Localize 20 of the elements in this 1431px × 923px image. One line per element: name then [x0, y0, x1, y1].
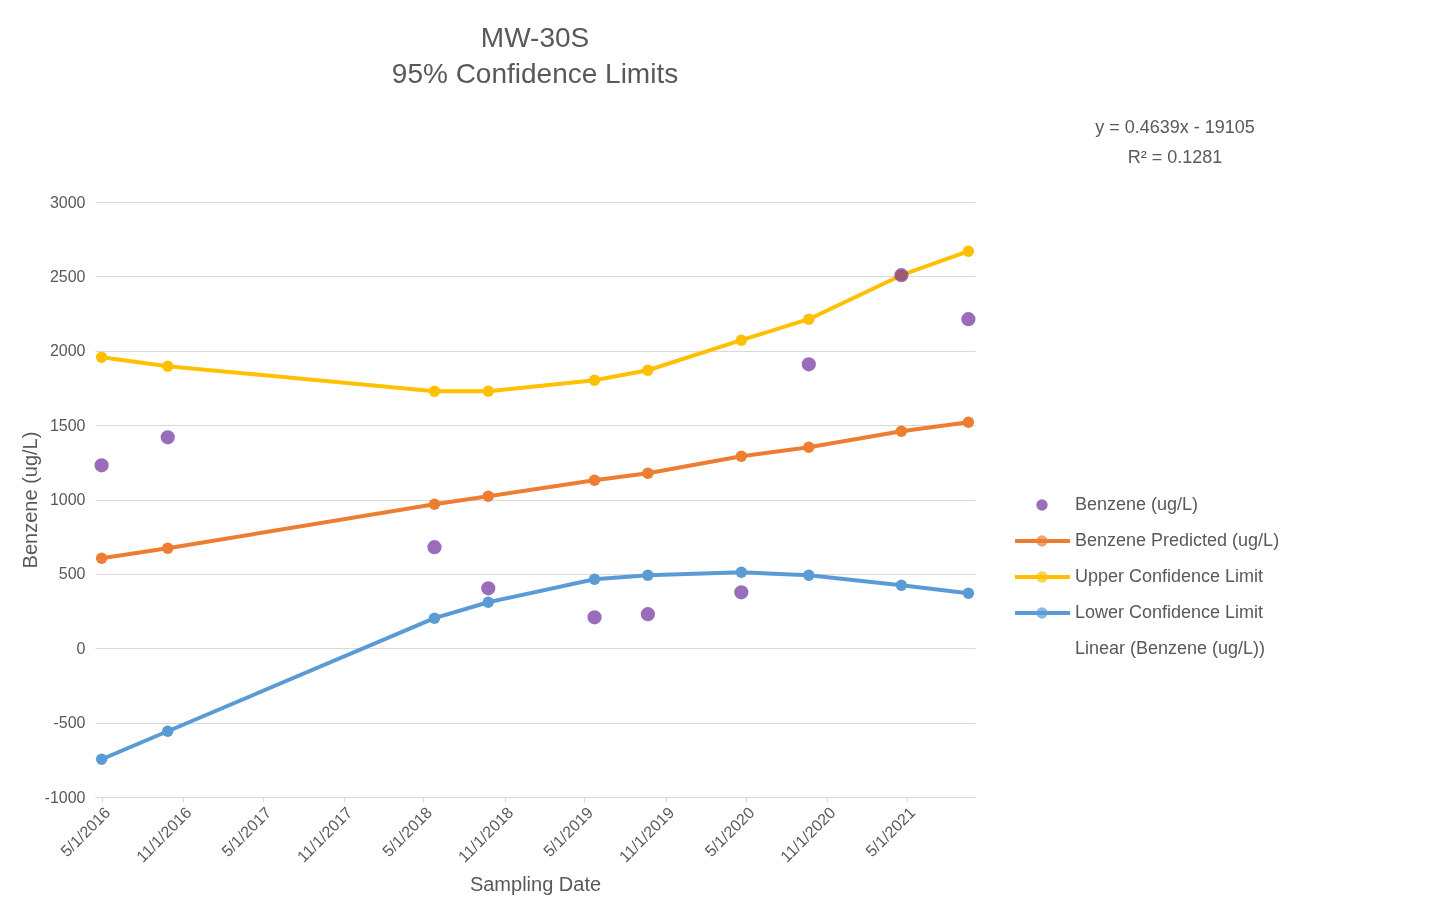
y-tick-label: 3000 — [49, 193, 86, 211]
text: R² = 0.1281 — [1127, 147, 1223, 167]
y-tick-label: -1000 — [44, 788, 86, 806]
chart-subtitle: 95% Confidence Limits — [391, 58, 679, 89]
x-axis-title: Sampling Date — [469, 873, 602, 896]
y-tick-label: -500 — [53, 714, 86, 732]
y-tick-label: 0 — [76, 639, 86, 657]
chart-title: MW-30S — [480, 22, 590, 53]
legend-label: Benzene (ug/L) — [1075, 494, 1199, 514]
legend-label: Upper Confidence Limit — [1075, 566, 1264, 586]
legend-label: Lower Confidence Limit — [1075, 602, 1264, 622]
legend-label: Benzene Predicted (ug/L) — [1075, 530, 1280, 550]
y-tick-label: 2000 — [49, 342, 86, 360]
y-tick-label: 2500 — [49, 267, 86, 285]
y-tick-label: 1000 — [49, 491, 86, 508]
text: Linear (Benzene (ug/L)) — [1075, 638, 1266, 658]
y-axis-title: Benzene (ug/L) — [18, 431, 41, 569]
y-tick-label: 500 — [58, 565, 86, 583]
text: y = 0.4639x - 19105 — [1095, 117, 1255, 137]
y-tick-label: 1500 — [49, 416, 86, 434]
